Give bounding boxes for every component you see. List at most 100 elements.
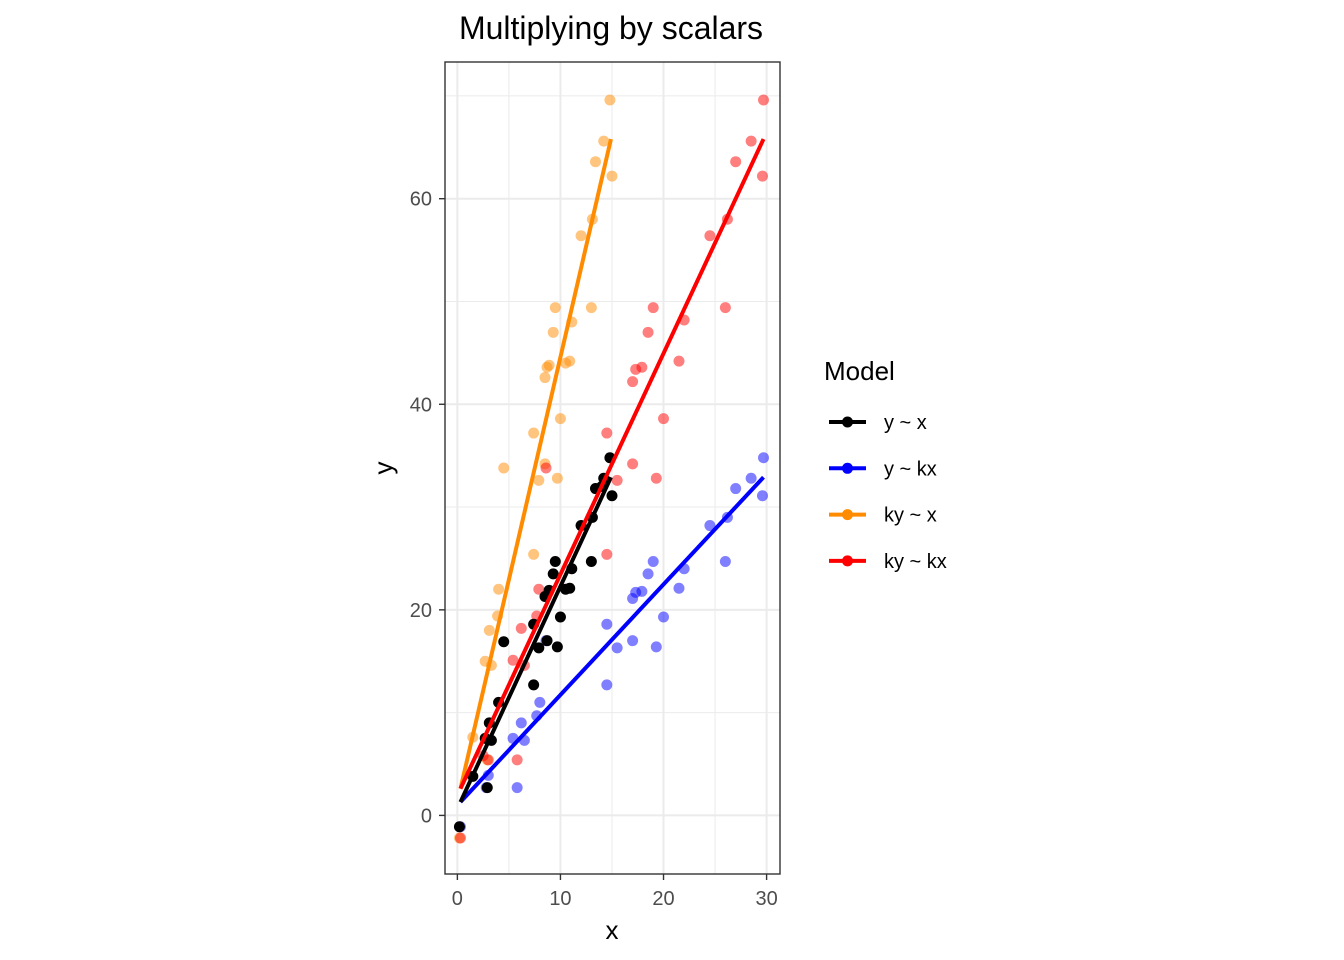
data-point xyxy=(601,679,613,691)
data-point xyxy=(704,230,716,242)
data-point xyxy=(454,832,466,844)
data-point xyxy=(604,94,616,106)
data-point xyxy=(606,490,618,502)
data-point xyxy=(730,483,742,495)
data-point xyxy=(647,556,659,568)
x-axis-ticks: 0 10 20 30 xyxy=(452,874,778,910)
data-point xyxy=(540,462,552,474)
legend-key-point xyxy=(842,509,853,521)
y-axis-title: y xyxy=(368,462,398,475)
data-point xyxy=(704,520,716,532)
data-point xyxy=(601,618,613,630)
data-point xyxy=(598,135,610,147)
x-tick-label: 0 xyxy=(452,888,463,910)
data-point xyxy=(636,361,648,373)
data-point xyxy=(658,413,670,425)
legend-key-point xyxy=(842,555,853,567)
data-point xyxy=(515,717,527,729)
data-point xyxy=(498,636,510,648)
data-point xyxy=(564,582,576,594)
y-tick-label: 20 xyxy=(410,600,432,622)
x-tick-label: 30 xyxy=(755,888,777,910)
data-point xyxy=(730,156,742,168)
data-point xyxy=(528,679,540,691)
data-point xyxy=(511,782,523,794)
legend-item: y ~ x xyxy=(829,412,927,434)
data-point xyxy=(642,568,654,580)
data-point xyxy=(719,556,731,568)
data-point xyxy=(534,696,546,708)
data-point xyxy=(627,458,639,470)
data-point xyxy=(551,472,563,484)
data-point xyxy=(606,170,618,182)
data-point xyxy=(482,754,494,766)
legend-label: ky ~ kx xyxy=(884,551,947,573)
data-point xyxy=(601,427,613,439)
data-point xyxy=(453,821,465,833)
data-point xyxy=(543,359,555,371)
data-point xyxy=(758,452,770,464)
data-point xyxy=(528,427,540,439)
data-point xyxy=(483,624,495,636)
data-point xyxy=(511,754,523,766)
x-tick-label: 20 xyxy=(652,888,674,910)
data-point xyxy=(549,556,561,568)
data-point xyxy=(756,490,768,502)
fit-line xyxy=(458,476,613,803)
fit-line xyxy=(458,475,765,804)
data-point xyxy=(719,302,731,314)
data-point xyxy=(611,474,623,486)
chart-title: Multiplying by scalars xyxy=(459,10,763,46)
legend-item: y ~ kx xyxy=(829,458,937,480)
data-point xyxy=(541,635,553,647)
data-point xyxy=(758,94,770,106)
data-point xyxy=(549,302,561,314)
data-point xyxy=(756,170,768,182)
y-axis-ticks: 0 20 40 60 xyxy=(410,189,445,827)
fit-line xyxy=(458,138,613,790)
data-point xyxy=(658,611,670,623)
y-tick-label: 40 xyxy=(410,394,432,416)
plot-panel-border xyxy=(444,61,781,875)
data-point xyxy=(585,302,597,314)
data-point xyxy=(554,413,566,425)
data-point xyxy=(575,230,587,242)
data-point xyxy=(650,641,662,653)
data-point xyxy=(601,548,613,560)
legend-key-point xyxy=(842,416,853,428)
data-point xyxy=(515,622,527,634)
data-point xyxy=(533,642,545,654)
x-tick-label: 10 xyxy=(549,888,571,910)
data-point xyxy=(647,302,659,314)
data-point xyxy=(627,376,639,388)
data-point xyxy=(585,556,597,568)
data-point xyxy=(533,583,545,595)
legend-label: y ~ kx xyxy=(884,458,937,480)
data-point xyxy=(554,611,566,623)
fit-line xyxy=(458,138,766,790)
x-axis-title: x xyxy=(606,915,619,945)
legend-title: Model xyxy=(824,356,895,386)
legend-label: ky ~ x xyxy=(884,505,937,527)
y-tick-label: 60 xyxy=(410,189,432,211)
data-point xyxy=(564,355,576,367)
legend-item: ky ~ x xyxy=(829,505,937,527)
data-point xyxy=(533,474,545,486)
data-point xyxy=(507,654,519,666)
data-point xyxy=(551,641,563,653)
data-point xyxy=(539,372,551,384)
legend-items: y ~ x y ~ kx ky ~ x ky ~ kx xyxy=(829,412,947,573)
data-point xyxy=(745,472,757,484)
data-point xyxy=(611,642,623,654)
legend-key-point xyxy=(842,462,853,474)
data-point xyxy=(745,135,757,147)
data-point xyxy=(642,326,654,338)
data-point xyxy=(673,582,685,594)
data-point xyxy=(498,462,510,474)
fit-lines xyxy=(458,138,766,804)
data-point xyxy=(528,548,540,560)
legend: Model y ~ x y ~ kx ky ~ x ky ~ kx xyxy=(824,356,947,573)
plot-panel xyxy=(444,61,781,875)
data-point xyxy=(650,472,662,484)
